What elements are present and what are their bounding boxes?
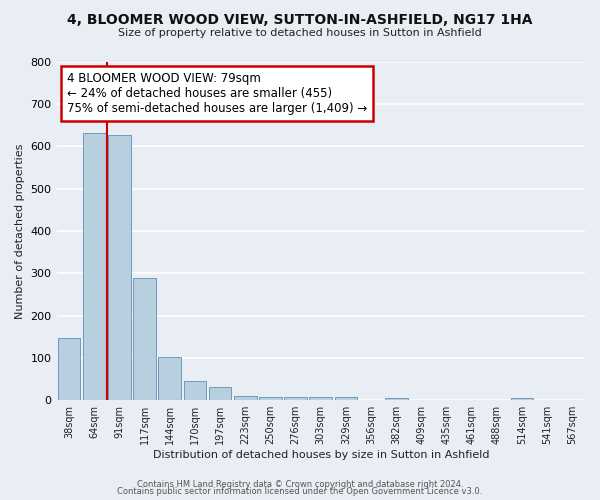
Text: Contains public sector information licensed under the Open Government Licence v3: Contains public sector information licen… [118,488,482,496]
X-axis label: Distribution of detached houses by size in Sutton in Ashfield: Distribution of detached houses by size … [152,450,489,460]
Bar [209,387,232,400]
Bar [284,397,307,400]
Bar [58,338,80,400]
Bar [184,380,206,400]
Text: 4, BLOOMER WOOD VIEW, SUTTON-IN-ASHFIELD, NG17 1HA: 4, BLOOMER WOOD VIEW, SUTTON-IN-ASHFIELD… [67,12,533,26]
Bar [259,397,282,400]
Bar [234,396,257,400]
Bar [158,356,181,400]
Text: 4 BLOOMER WOOD VIEW: 79sqm
← 24% of detached houses are smaller (455)
75% of sem: 4 BLOOMER WOOD VIEW: 79sqm ← 24% of deta… [67,72,367,114]
Y-axis label: Number of detached properties: Number of detached properties [15,143,25,318]
Bar [133,278,156,400]
Bar [335,397,357,400]
Bar [108,134,131,400]
Text: Contains HM Land Registry data © Crown copyright and database right 2024.: Contains HM Land Registry data © Crown c… [137,480,463,489]
Bar [385,398,407,400]
Bar [310,397,332,400]
Text: Size of property relative to detached houses in Sutton in Ashfield: Size of property relative to detached ho… [118,28,482,38]
Bar [83,132,106,400]
Bar [511,398,533,400]
